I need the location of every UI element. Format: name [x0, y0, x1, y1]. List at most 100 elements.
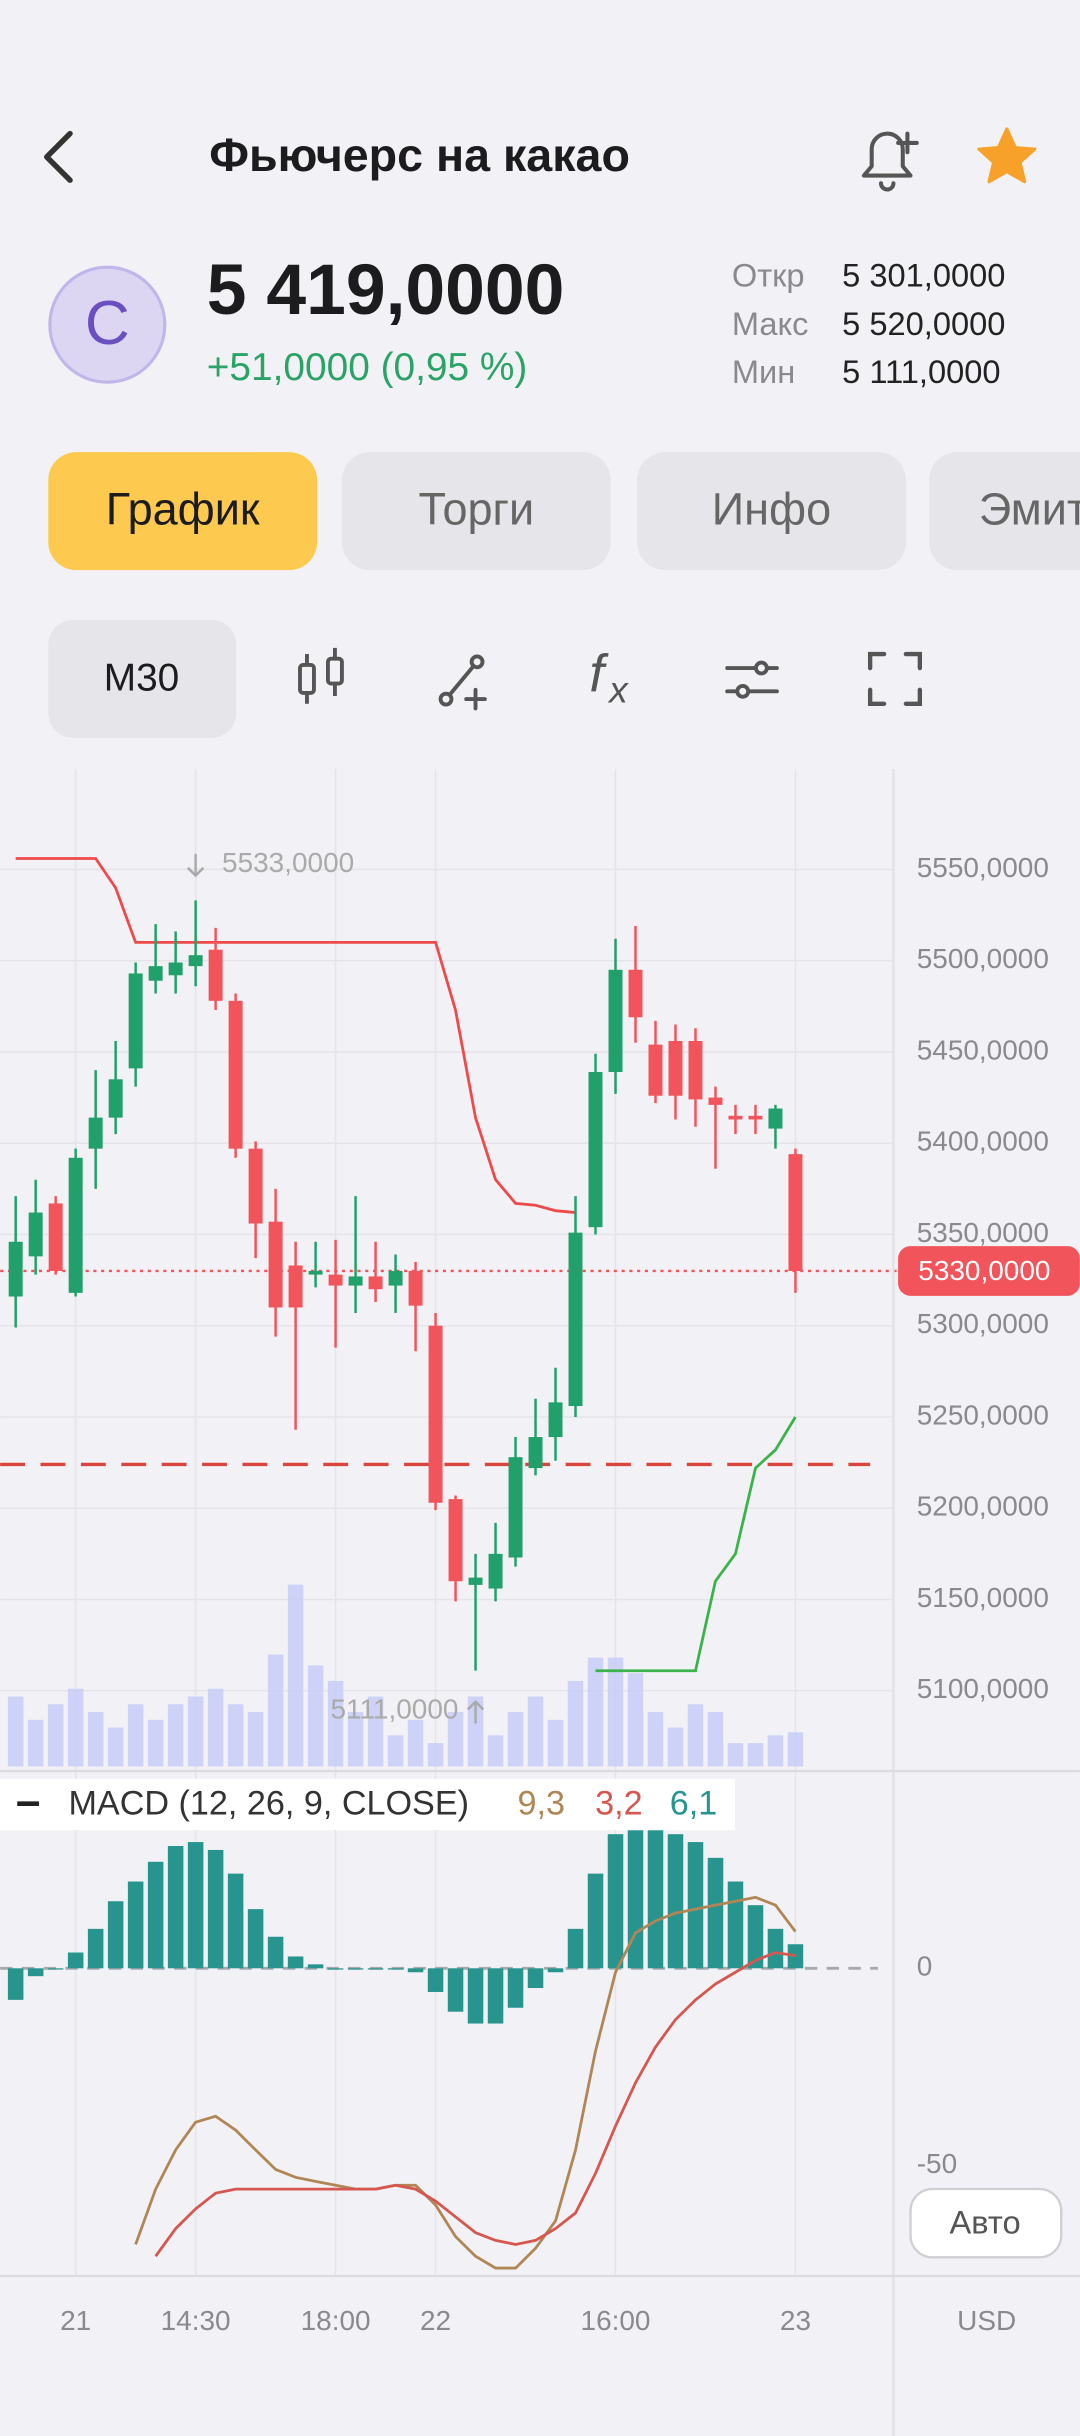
volume-bar: [567, 1680, 584, 1767]
volume-bar: [287, 1584, 304, 1767]
candle-body: [748, 1115, 763, 1120]
histogram-bar: [647, 1830, 664, 1969]
candle-body: [708, 1097, 723, 1105]
settings-button[interactable]: [725, 660, 779, 699]
max-marker-arrow: [186, 853, 205, 878]
chart-type-button[interactable]: [298, 647, 344, 704]
volume-bar: [647, 1712, 664, 1767]
legend-value: 3,2: [595, 1784, 642, 1822]
candle-body: [128, 973, 143, 1069]
drawing-button[interactable]: [438, 654, 487, 711]
volume-bar: [447, 1712, 464, 1767]
stat-label: Откр: [732, 257, 805, 294]
x-tick-label: 18:00: [301, 2305, 371, 2336]
candle-body: [108, 1079, 123, 1118]
histogram-bar: [547, 1968, 564, 1973]
volume-bar: [787, 1732, 804, 1767]
candle-body: [688, 1040, 703, 1100]
volume-bar: [507, 1712, 524, 1767]
candle-body: [788, 1154, 803, 1271]
volume-bar: [127, 1704, 144, 1767]
volume-bar: [247, 1712, 264, 1767]
histogram-bar: [47, 1968, 64, 1970]
histogram-bar: [627, 1830, 644, 1969]
volume-bar: [167, 1704, 184, 1767]
histogram-bar: [147, 1861, 164, 1969]
candle-body: [468, 1577, 483, 1585]
tab[interactable]: [929, 452, 1080, 571]
instrument-icon-letter: C: [85, 289, 130, 358]
alert-button[interactable]: [861, 131, 919, 192]
volume-bar: [47, 1704, 64, 1767]
candle-body: [648, 1044, 663, 1096]
candle-body: [68, 1157, 83, 1293]
tab[interactable]: [341, 452, 611, 571]
y-tick-label: 5400,0000: [917, 1126, 1049, 1157]
candle-body: [8, 1241, 23, 1297]
auto-scale-label: Авто: [950, 2203, 1021, 2240]
histogram-bar: [507, 1968, 524, 2008]
histogram-bar: [207, 1849, 224, 1969]
y-tick-label: 0: [917, 1951, 933, 1982]
tab-label: График: [106, 484, 260, 535]
min-marker-label: 5111,0000: [330, 1693, 458, 1724]
screen-title: Фьючерс на какао: [209, 129, 630, 181]
volume-bar: [747, 1743, 764, 1767]
histogram-bar: [227, 1873, 244, 1969]
candle-body: [368, 1276, 383, 1290]
macd-panel: [0, 1830, 878, 2270]
stats: Откр 5 301,0000 Макс 5 520,0000 Мин 5 111,000…: [732, 257, 1006, 390]
histogram-bar: [607, 1834, 624, 1969]
histogram-bar: [7, 1968, 24, 2000]
histogram-bar: [707, 1857, 724, 1969]
tab-label: Инфо: [712, 484, 831, 535]
instrument-icon: [48, 265, 167, 384]
max-marker-label: 5533,0000: [222, 847, 354, 878]
volume-bar: [307, 1665, 324, 1767]
volume-bar: [187, 1696, 204, 1767]
volume-bar: [587, 1657, 604, 1767]
volume-bar: [427, 1743, 444, 1767]
candle-body: [548, 1402, 563, 1438]
candle-body: [28, 1212, 43, 1257]
auto-scale-button[interactable]: [909, 2187, 1063, 2259]
candle-body: [588, 1072, 603, 1228]
volume-bar: [367, 1696, 384, 1767]
interval-button[interactable]: [48, 619, 237, 738]
histogram-bar: [687, 1842, 704, 1969]
candle-body: [568, 1232, 583, 1407]
candle-body: [608, 969, 623, 1073]
back-button[interactable]: [44, 130, 73, 183]
fullscreen-button[interactable]: [867, 651, 923, 706]
tab[interactable]: [48, 452, 318, 571]
y-tick-label: 5350,0000: [917, 1217, 1049, 1248]
histogram-bar: [407, 1968, 424, 1973]
volume-bar: [467, 1696, 484, 1767]
candle-body: [288, 1265, 303, 1308]
tab[interactable]: [637, 452, 906, 571]
last-price: 5 419,0000: [207, 250, 565, 330]
histogram-bar: [287, 1956, 304, 1969]
volume-bar: [107, 1727, 124, 1767]
stat-value: 5 520,0000: [842, 305, 1005, 342]
macd-title: MACD (12, 26, 9, CLOSE): [68, 1784, 469, 1822]
candle-body: [308, 1270, 323, 1275]
x-tick-label: 22: [420, 2305, 451, 2336]
histogram-bar: [327, 1968, 344, 1970]
candle-body: [188, 955, 203, 967]
axes: 5100,0000 5150,0000 5200,0000 5250,0000 5300…: [60, 852, 1080, 2336]
macd-legend: MACD (12, 26, 9, CLOSE) 9,3 3,2 6,1: [0, 1778, 735, 1831]
histogram-bar: [127, 1881, 144, 1969]
legend-value: 6,1: [670, 1784, 717, 1822]
y-tick-label: -50: [917, 2148, 957, 2179]
favorite-button[interactable]: [977, 127, 1037, 184]
current-price-label: 5330,0000: [918, 1255, 1050, 1286]
candle-body: [428, 1325, 443, 1503]
y-tick-label: 5100,0000: [917, 1673, 1049, 1704]
indicator-line: [15, 857, 576, 1214]
volume-bar: [487, 1735, 504, 1767]
histogram-bar: [387, 1968, 404, 1970]
histogram-bar: [307, 1964, 324, 1969]
y-tick-label: 5300,0000: [917, 1308, 1049, 1339]
interval-label: M30: [104, 657, 180, 700]
